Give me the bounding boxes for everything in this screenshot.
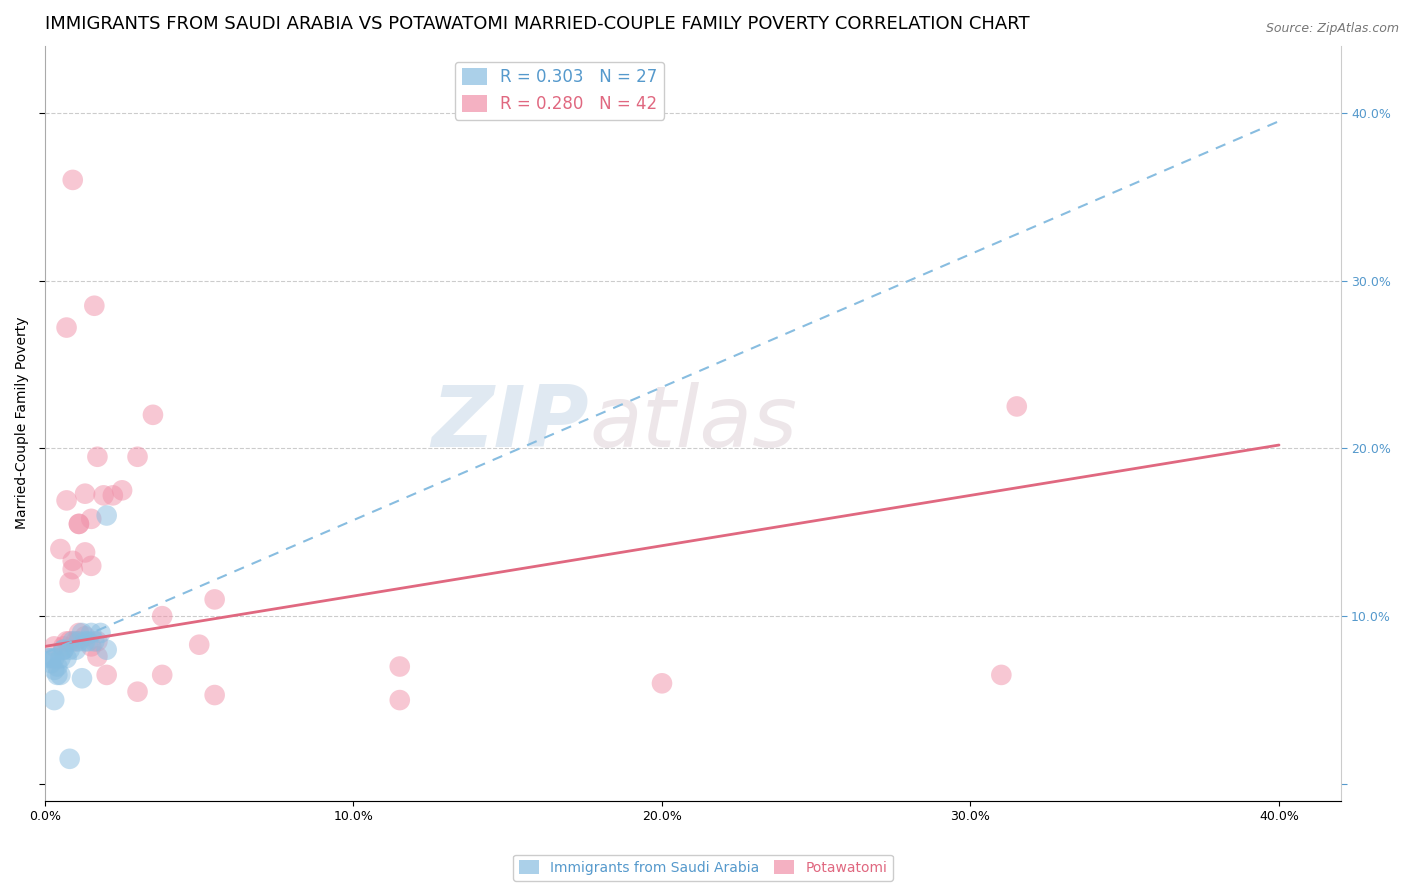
Point xyxy=(80,640,103,654)
Point xyxy=(75,545,97,559)
Point xyxy=(89,626,111,640)
Point xyxy=(59,575,82,590)
Point xyxy=(37,651,59,665)
Point xyxy=(127,684,149,698)
Point xyxy=(44,651,66,665)
Text: ZIP: ZIP xyxy=(432,382,589,465)
Point xyxy=(75,634,97,648)
Point xyxy=(75,629,97,643)
Legend: R = 0.303   N = 27, R = 0.280   N = 42: R = 0.303 N = 27, R = 0.280 N = 42 xyxy=(456,62,664,120)
Point xyxy=(83,299,105,313)
Point xyxy=(101,488,124,502)
Point xyxy=(86,634,108,648)
Point xyxy=(80,626,103,640)
Point xyxy=(188,638,211,652)
Text: IMMIGRANTS FROM SAUDI ARABIA VS POTAWATOMI MARRIED-COUPLE FAMILY POVERTY CORRELA: IMMIGRANTS FROM SAUDI ARABIA VS POTAWATO… xyxy=(45,15,1029,33)
Point xyxy=(67,516,90,531)
Point xyxy=(388,659,411,673)
Point xyxy=(150,609,173,624)
Point xyxy=(75,486,97,500)
Point xyxy=(65,642,87,657)
Point xyxy=(67,626,90,640)
Point xyxy=(86,649,108,664)
Point xyxy=(59,752,82,766)
Point xyxy=(55,320,77,334)
Point xyxy=(59,634,82,648)
Point xyxy=(65,634,87,648)
Point xyxy=(52,642,75,657)
Point xyxy=(651,676,673,690)
Y-axis label: Married-Couple Family Poverty: Married-Couple Family Poverty xyxy=(15,317,30,530)
Point xyxy=(55,493,77,508)
Point xyxy=(49,651,72,665)
Point xyxy=(83,634,105,648)
Point xyxy=(62,173,84,187)
Point xyxy=(49,668,72,682)
Text: Source: ZipAtlas.com: Source: ZipAtlas.com xyxy=(1265,22,1399,36)
Point xyxy=(80,512,103,526)
Point xyxy=(150,668,173,682)
Point xyxy=(52,642,75,657)
Point xyxy=(52,640,75,654)
Point xyxy=(1005,400,1028,414)
Point xyxy=(55,651,77,665)
Point xyxy=(67,634,90,648)
Point xyxy=(127,450,149,464)
Point xyxy=(62,554,84,568)
Point xyxy=(44,640,66,654)
Point xyxy=(388,693,411,707)
Point xyxy=(990,668,1012,682)
Point xyxy=(77,634,100,648)
Point xyxy=(96,508,118,523)
Point xyxy=(111,483,134,498)
Point xyxy=(62,562,84,576)
Point xyxy=(67,516,90,531)
Point xyxy=(55,634,77,648)
Point xyxy=(142,408,165,422)
Point xyxy=(204,688,226,702)
Point xyxy=(49,542,72,557)
Point xyxy=(204,592,226,607)
Point xyxy=(46,659,69,673)
Point xyxy=(70,626,93,640)
Point xyxy=(39,651,62,665)
Point xyxy=(70,671,93,685)
Point xyxy=(46,668,69,682)
Point xyxy=(96,668,118,682)
Point xyxy=(86,450,108,464)
Text: atlas: atlas xyxy=(589,382,797,465)
Point xyxy=(39,656,62,670)
Point xyxy=(62,634,84,648)
Point xyxy=(96,642,118,657)
Point xyxy=(44,693,66,707)
Point xyxy=(44,663,66,677)
Point xyxy=(59,642,82,657)
Point xyxy=(80,558,103,573)
Legend: Immigrants from Saudi Arabia, Potawatomi: Immigrants from Saudi Arabia, Potawatomi xyxy=(513,855,893,880)
Point xyxy=(93,488,115,502)
